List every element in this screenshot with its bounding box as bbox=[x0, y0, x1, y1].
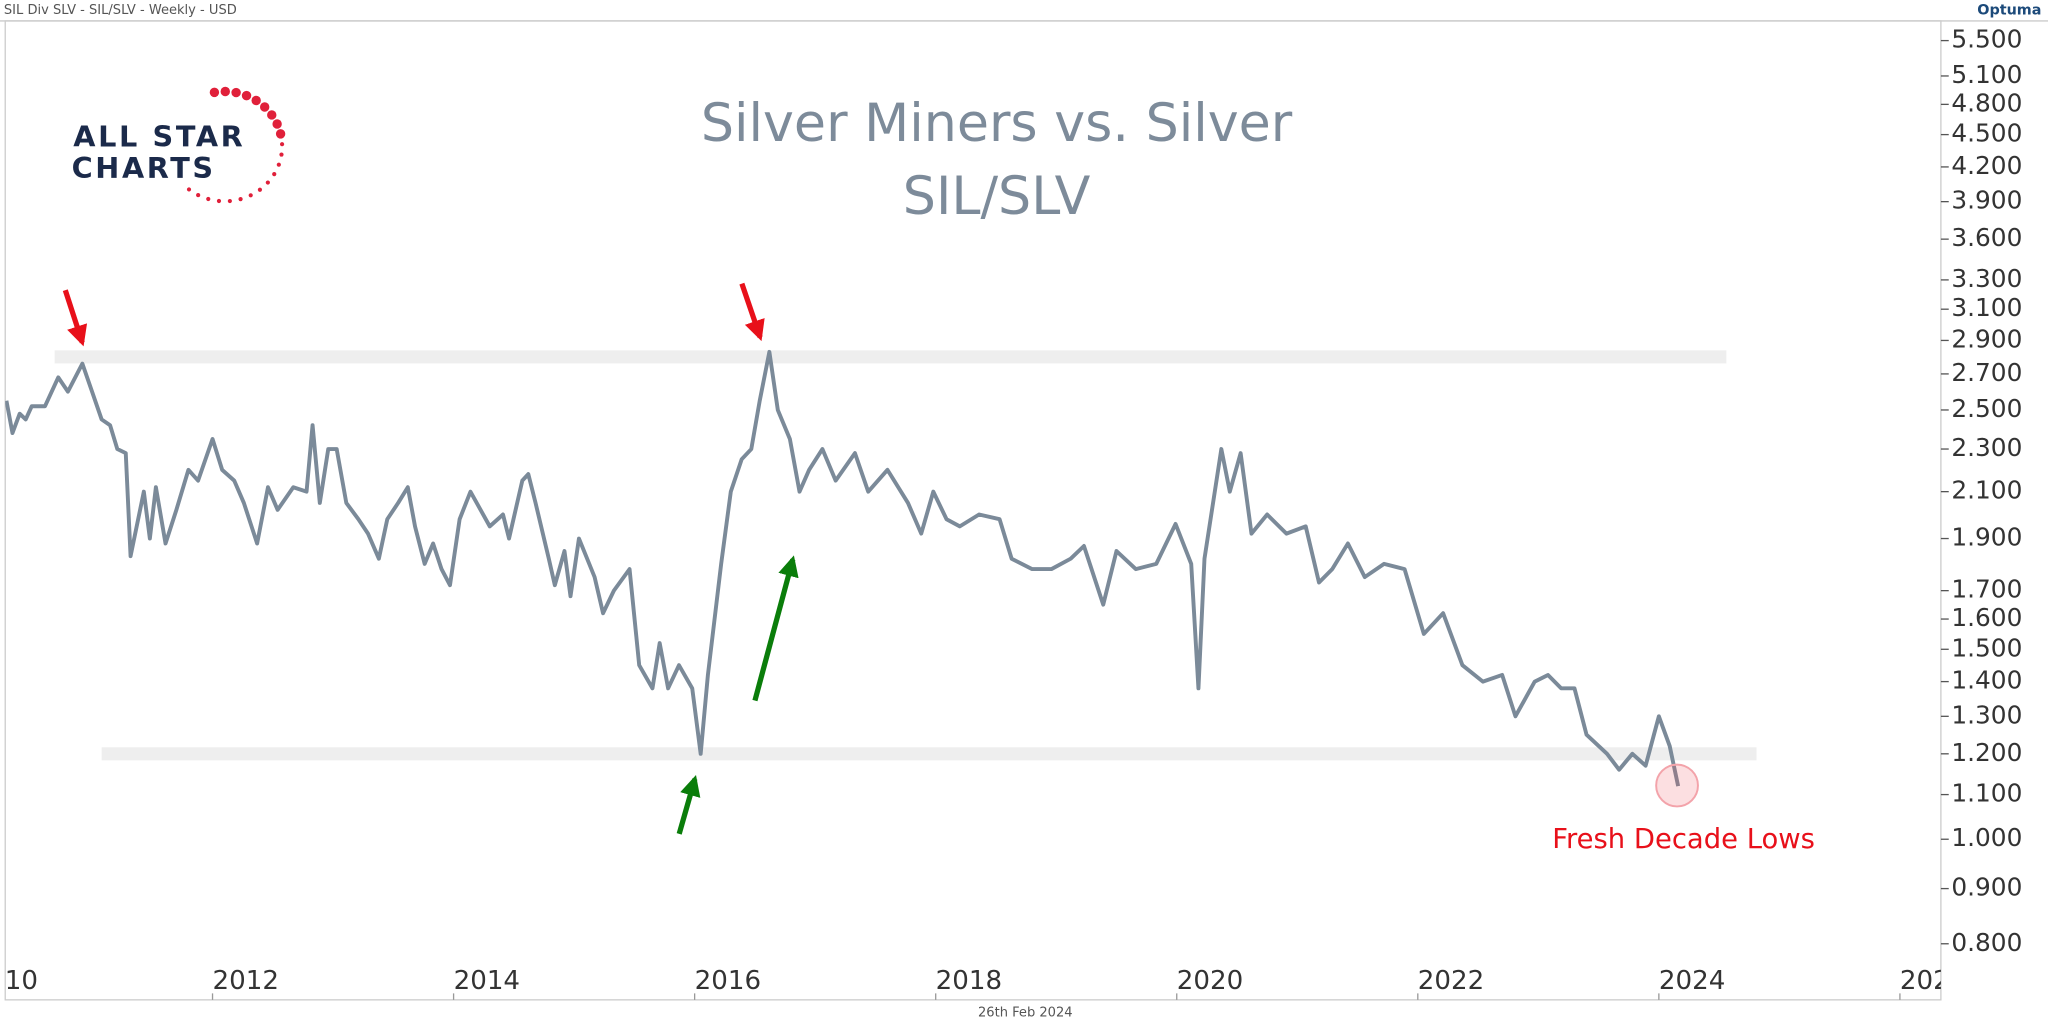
y-tick-label: 5.100 bbox=[1951, 60, 2022, 89]
logo-star bbox=[272, 172, 277, 177]
logo-star bbox=[238, 197, 243, 202]
footer-date: 26th Feb 2024 bbox=[978, 1005, 1073, 1020]
logo-star bbox=[265, 180, 270, 185]
header-text: SIL Div SLV - SIL/SLV - Weekly - USD bbox=[4, 3, 237, 18]
y-tick-label: 1.300 bbox=[1951, 700, 2022, 729]
y-tick-label: 0.900 bbox=[1951, 873, 2022, 902]
y-tick-label: 1.000 bbox=[1951, 823, 2022, 852]
series-layer bbox=[5, 349, 1681, 787]
support-band bbox=[101, 747, 1757, 761]
y-tick-label: 1.700 bbox=[1951, 575, 2022, 604]
logo-star bbox=[220, 86, 230, 97]
logo-star bbox=[279, 142, 285, 147]
chart-title: Silver Miners vs. Silver bbox=[701, 93, 1293, 154]
y-tick-label: 1.500 bbox=[1951, 633, 2022, 662]
x-tick-label: 2026 bbox=[1900, 966, 1966, 996]
x-tick-label: 2022 bbox=[1418, 966, 1484, 996]
y-tick-label: 3.900 bbox=[1951, 186, 2022, 215]
logo-text: ALL STAR bbox=[73, 120, 245, 154]
logo-star bbox=[209, 87, 220, 98]
y-tick-label: 1.600 bbox=[1951, 603, 2022, 632]
logo-star bbox=[241, 90, 252, 101]
y-tick-label: 1.900 bbox=[1951, 523, 2022, 552]
y-tick-label: 3.300 bbox=[1951, 264, 2022, 293]
x-tick-label: 2012 bbox=[213, 966, 279, 996]
y-tick-label: 5.500 bbox=[1951, 25, 2022, 54]
arrow bbox=[62, 289, 88, 347]
x-tick-label: 2020 bbox=[1177, 966, 1243, 996]
bands bbox=[54, 350, 1757, 761]
logo: ALL STAR CHARTS bbox=[72, 86, 286, 204]
y-tick-label: 4.500 bbox=[1951, 119, 2022, 148]
y-tick-label: 1.400 bbox=[1951, 666, 2022, 695]
logo-star bbox=[248, 193, 253, 198]
arrow bbox=[739, 282, 765, 342]
logo-star bbox=[276, 162, 281, 167]
x-tick-label: 2010 bbox=[0, 966, 38, 996]
x-tick-label: 2016 bbox=[695, 966, 761, 996]
logo-star bbox=[196, 193, 201, 198]
logo-star bbox=[251, 95, 261, 106]
logo-star bbox=[279, 152, 284, 157]
arrow bbox=[752, 555, 799, 702]
logo-star bbox=[275, 129, 286, 139]
axes: 0.800 0.900 1.000 1.100 1.200 1.300 1.400 1.500… bbox=[0, 25, 2022, 1000]
y-tick-label: 4.800 bbox=[1951, 88, 2022, 117]
chart-subtitle: SIL/SLV bbox=[903, 166, 1091, 227]
logo-star bbox=[272, 119, 282, 129]
logo-stars bbox=[186, 86, 286, 204]
logo-star bbox=[259, 102, 270, 112]
brand: Optuma bbox=[1977, 2, 2041, 18]
y-tick-label: 0.800 bbox=[1951, 928, 2022, 957]
logo-star bbox=[186, 187, 192, 192]
y-tick-label: 1.200 bbox=[1951, 738, 2022, 767]
x-axis: 2010 2012 2014 2016 2018 2020 2022 2024 2026 bbox=[0, 966, 1966, 1000]
logo-star bbox=[267, 110, 277, 120]
support-band bbox=[54, 350, 1727, 364]
y-tick-label: 2.300 bbox=[1951, 433, 2022, 462]
highlight-circle bbox=[1655, 763, 1699, 808]
y-tick-label: 2.100 bbox=[1951, 476, 2022, 505]
logo-star bbox=[257, 187, 263, 192]
logo-star bbox=[231, 87, 241, 98]
y-tick-label: 2.500 bbox=[1951, 394, 2022, 423]
logo-text: CHARTS bbox=[72, 151, 216, 185]
x-tick-label: 2024 bbox=[1659, 966, 1725, 996]
logo-star bbox=[227, 198, 232, 204]
annotation: Fresh Decade Lows bbox=[1552, 824, 1815, 855]
y-tick-label: 2.700 bbox=[1951, 358, 2022, 387]
arrows bbox=[62, 282, 799, 835]
y-tick-label: 3.600 bbox=[1951, 223, 2022, 252]
logo-star bbox=[216, 198, 222, 204]
y-tick-label: 3.100 bbox=[1951, 293, 2022, 322]
y-tick-label: 4.200 bbox=[1951, 151, 2022, 180]
y-tick-label: 1.100 bbox=[1951, 779, 2022, 808]
x-tick-label: 2018 bbox=[936, 966, 1002, 996]
plot-frame bbox=[4, 20, 1942, 1001]
logo-star bbox=[206, 196, 211, 202]
x-tick-label: 2014 bbox=[454, 966, 520, 996]
arrow bbox=[676, 774, 701, 835]
data-line bbox=[5, 349, 1681, 787]
y-tick-label: 2.900 bbox=[1951, 324, 2022, 353]
